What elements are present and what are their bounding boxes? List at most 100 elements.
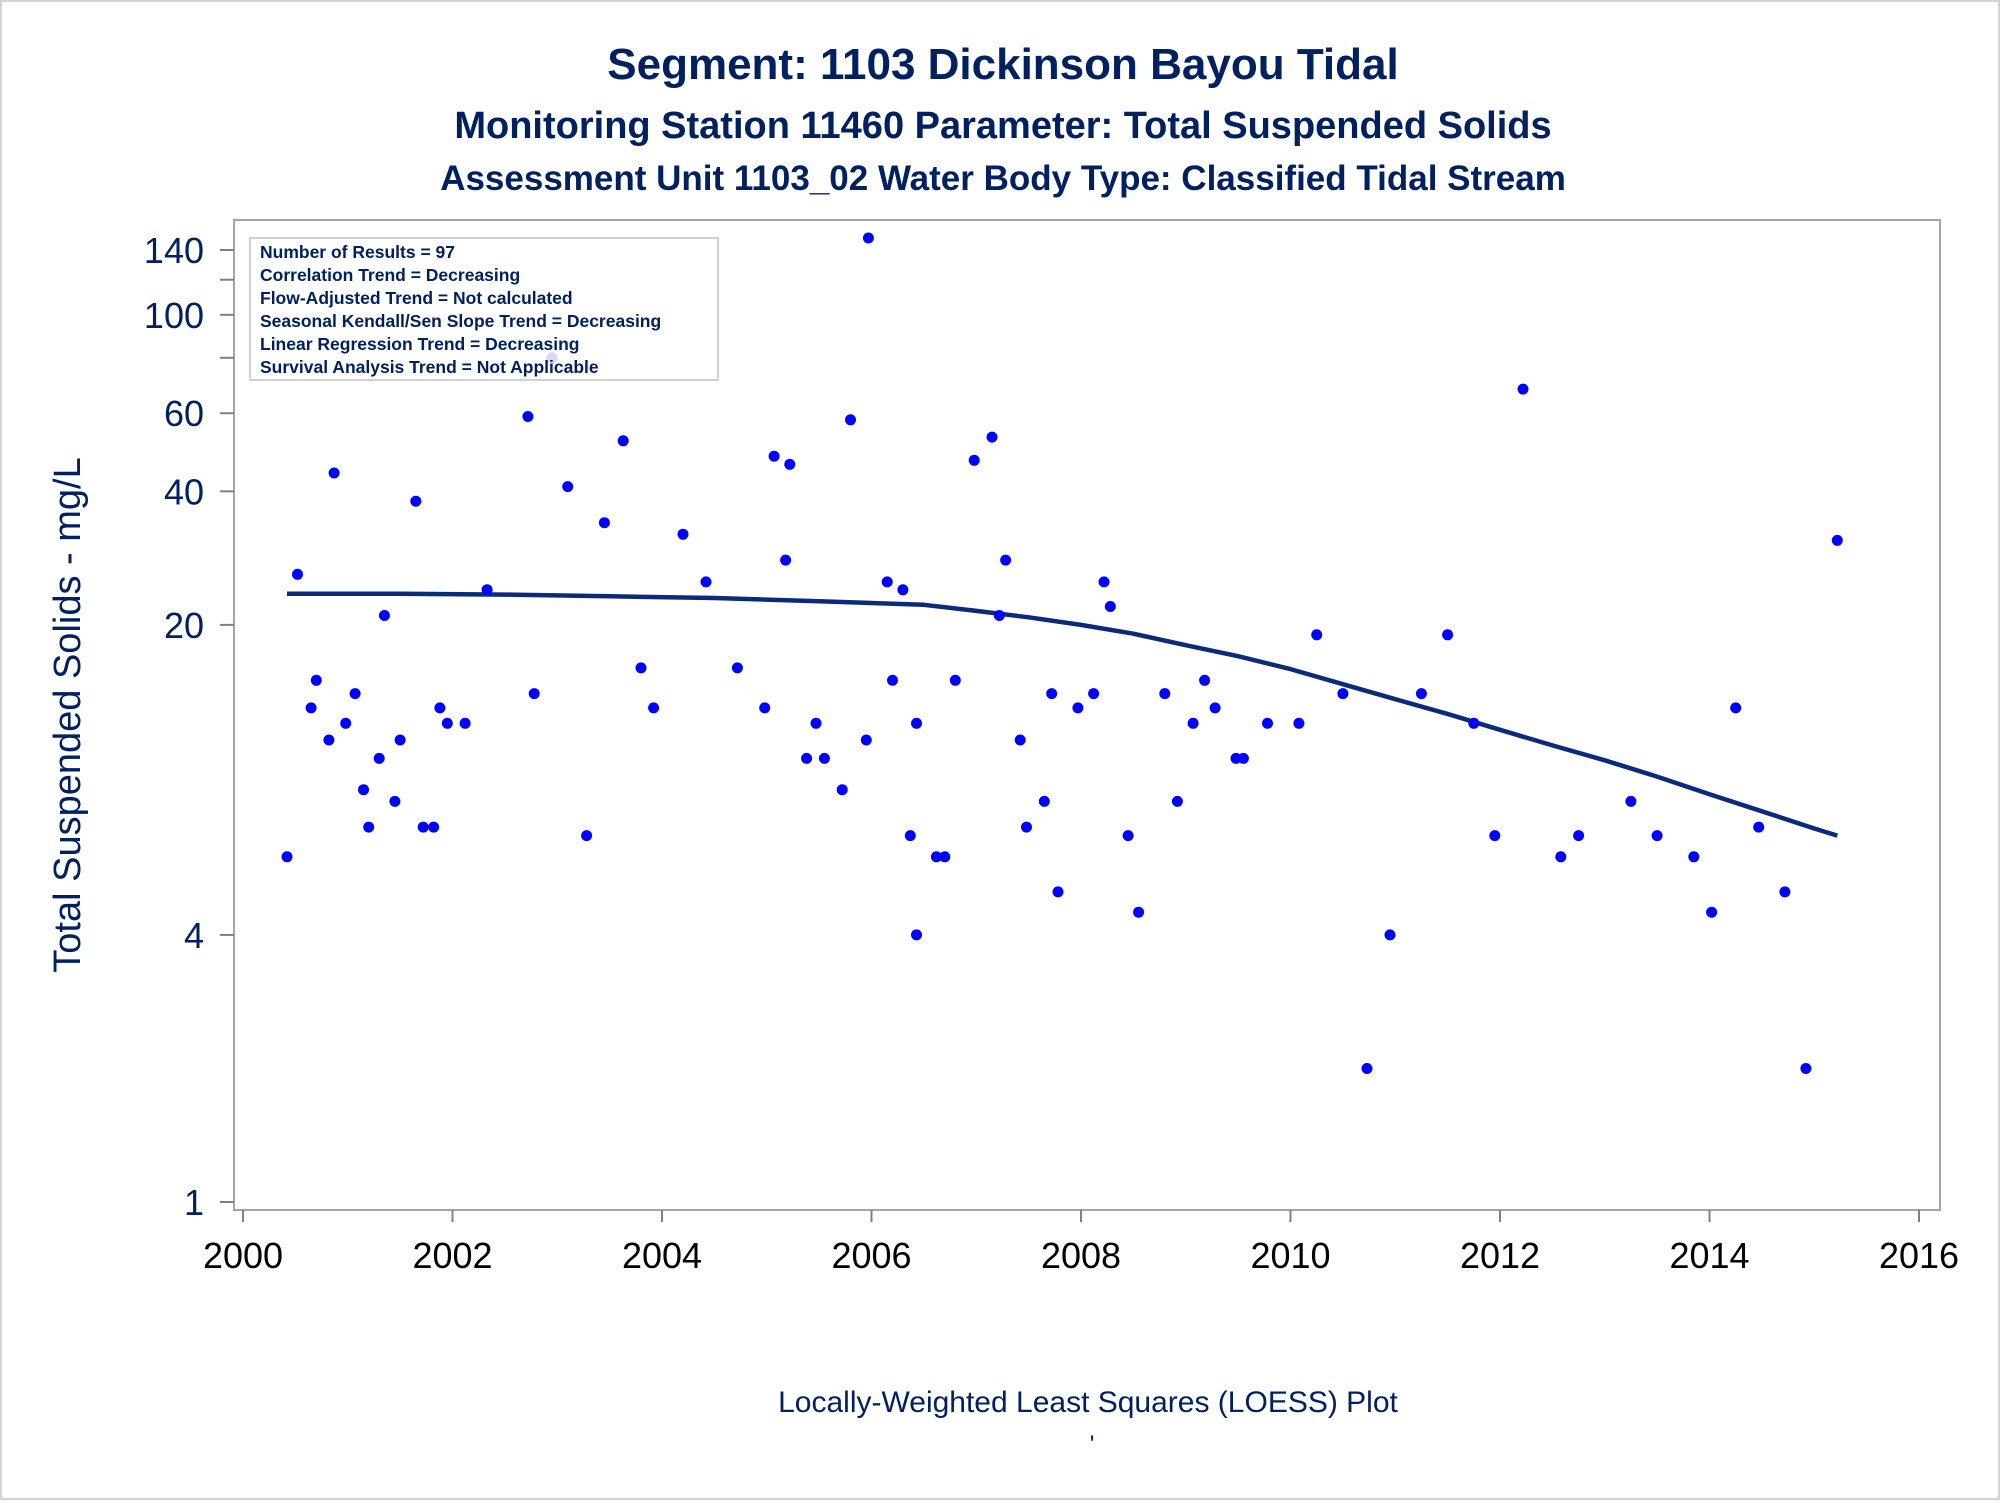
footnote: Locally-Weighted Least Squares (LOESS) P… xyxy=(778,1386,1398,1419)
data-point xyxy=(780,554,792,566)
data-point xyxy=(1442,629,1454,641)
data-point xyxy=(911,717,922,729)
data-point xyxy=(1209,702,1221,714)
data-point xyxy=(434,702,446,714)
data-point xyxy=(862,232,874,244)
data-point xyxy=(1831,534,1843,546)
data-point xyxy=(648,702,660,714)
data-point xyxy=(1706,906,1718,918)
data-point xyxy=(562,481,574,493)
data-point xyxy=(1133,906,1145,918)
data-point xyxy=(598,517,610,529)
data-point xyxy=(968,454,980,466)
data-point xyxy=(700,576,712,588)
x-tick-label: 2006 xyxy=(831,1235,911,1276)
data-point xyxy=(1361,1063,1373,1074)
data-point xyxy=(292,568,303,580)
data-point xyxy=(986,431,998,443)
data-point xyxy=(323,734,335,746)
loess-line xyxy=(287,591,1838,838)
scatter-series xyxy=(281,232,1843,1074)
x-tick-label: 2016 xyxy=(1879,1235,1959,1276)
data-point xyxy=(1293,717,1305,729)
data-point xyxy=(328,467,340,479)
data-point xyxy=(930,851,942,863)
data-point xyxy=(1311,629,1323,641)
x-tick-label: 2004 xyxy=(622,1235,702,1276)
data-point xyxy=(897,584,909,596)
data-point xyxy=(1625,795,1637,807)
data-point xyxy=(528,688,540,700)
data-point xyxy=(1072,702,1084,714)
stats-line-correlation: Correlation Trend = Decreasing xyxy=(260,265,520,285)
data-point xyxy=(911,929,922,941)
data-point xyxy=(358,784,369,796)
data-point xyxy=(1688,851,1700,863)
data-point xyxy=(1187,717,1199,729)
data-point xyxy=(1021,821,1032,833)
loess-series xyxy=(287,591,1838,838)
data-point xyxy=(340,717,352,729)
data-point xyxy=(378,610,390,621)
data-point xyxy=(881,576,893,588)
data-point xyxy=(1237,752,1249,764)
stats-line-results: Number of Results = 97 xyxy=(260,242,455,262)
data-point xyxy=(1517,383,1529,395)
data-point xyxy=(394,734,406,746)
data-point xyxy=(1038,795,1050,807)
data-point xyxy=(784,458,796,470)
stats-line-flow-adjusted: Flow-Adjusted Trend = Not calculated xyxy=(260,288,573,308)
data-point xyxy=(810,717,822,729)
data-point xyxy=(363,821,375,833)
data-point xyxy=(1800,1063,1812,1074)
data-point xyxy=(1014,734,1026,746)
y-tick-label: 60 xyxy=(164,393,204,434)
data-point xyxy=(860,734,872,746)
data-point xyxy=(1122,830,1134,842)
data-point xyxy=(1555,851,1567,863)
data-point xyxy=(1573,830,1585,842)
data-point xyxy=(1730,702,1742,714)
y-tick-label: 4 xyxy=(184,915,204,956)
data-point xyxy=(1384,929,1396,941)
y-axis-label: Total Suspended Solids - mg/L xyxy=(47,457,89,972)
data-point xyxy=(1489,830,1501,842)
data-point xyxy=(349,688,361,700)
x-axis: 2000 2002 2004 2006 2008 2010 2012 2014 2016 xyxy=(203,1210,1959,1276)
data-point xyxy=(1000,554,1012,566)
footnote-mark: ' xyxy=(1090,1431,1095,1458)
data-point xyxy=(428,821,440,833)
data-point xyxy=(887,674,898,686)
data-point xyxy=(677,528,689,540)
y-tick-label: 20 xyxy=(164,605,204,646)
data-point xyxy=(635,662,647,674)
data-point xyxy=(939,851,951,863)
data-point xyxy=(481,584,493,596)
x-tick-label: 2010 xyxy=(1250,1235,1330,1276)
y-tick-label: 140 xyxy=(144,230,204,271)
data-point xyxy=(1171,795,1183,807)
data-point xyxy=(845,414,856,426)
x-tick-label: 2014 xyxy=(1669,1235,1749,1276)
data-point xyxy=(281,851,293,863)
data-point xyxy=(1753,821,1765,833)
data-point xyxy=(310,674,322,686)
stats-line-linear-regression: Linear Regression Trend = Decreasing xyxy=(260,334,580,354)
data-point xyxy=(459,717,471,729)
data-point xyxy=(1159,688,1171,700)
data-point xyxy=(759,702,771,714)
y-tick-label: 100 xyxy=(144,295,204,336)
data-point xyxy=(904,830,916,842)
data-point xyxy=(836,784,848,796)
x-tick-label: 2002 xyxy=(412,1235,492,1276)
data-point xyxy=(581,830,593,842)
data-point xyxy=(1046,688,1058,700)
stats-line-seasonal-kendall: Seasonal Kendall/Sen Slope Trend = Decre… xyxy=(260,311,661,331)
data-point xyxy=(417,821,429,833)
data-point xyxy=(1098,576,1110,588)
stats-box-frame xyxy=(249,237,719,381)
data-point xyxy=(1262,717,1273,729)
data-point xyxy=(373,752,385,764)
y-tick-label: 40 xyxy=(164,471,204,512)
